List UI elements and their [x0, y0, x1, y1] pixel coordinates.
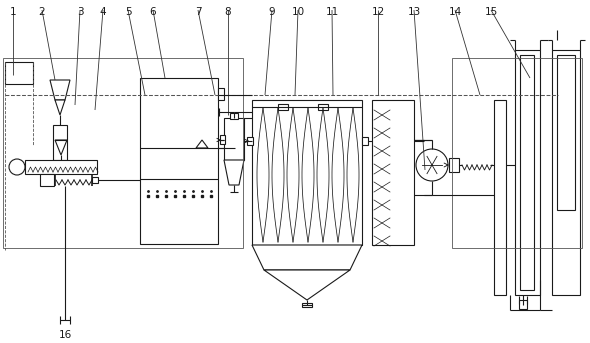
- Bar: [278, 104, 288, 110]
- Text: 1: 1: [9, 7, 17, 17]
- Bar: [5, 62, 33, 84]
- Text: 6: 6: [150, 7, 156, 17]
- Bar: [53, 125, 67, 160]
- Text: 15: 15: [484, 7, 497, 17]
- Polygon shape: [224, 160, 244, 185]
- Bar: [372, 100, 414, 245]
- Bar: [494, 100, 506, 295]
- Polygon shape: [252, 245, 362, 270]
- Bar: [252, 100, 362, 245]
- Text: 9: 9: [268, 7, 276, 17]
- Bar: [218, 88, 224, 100]
- Text: 16: 16: [58, 330, 71, 340]
- Bar: [520, 55, 534, 290]
- Polygon shape: [50, 80, 70, 100]
- Bar: [318, 104, 328, 110]
- Polygon shape: [55, 100, 65, 115]
- Text: 10: 10: [291, 7, 304, 17]
- Text: 8: 8: [225, 7, 231, 17]
- Polygon shape: [264, 270, 350, 300]
- Text: 4: 4: [100, 7, 106, 17]
- Text: 13: 13: [407, 7, 421, 17]
- Bar: [557, 55, 575, 210]
- Text: 3: 3: [77, 7, 83, 17]
- Bar: [247, 137, 253, 145]
- Bar: [220, 135, 225, 144]
- Bar: [452, 58, 582, 248]
- Bar: [3, 58, 243, 248]
- Bar: [519, 300, 527, 309]
- Bar: [40, 174, 54, 186]
- Bar: [230, 113, 238, 119]
- Text: 2: 2: [39, 7, 45, 17]
- Bar: [515, 50, 540, 295]
- Text: 12: 12: [371, 7, 385, 17]
- Bar: [224, 118, 244, 160]
- Bar: [302, 303, 312, 307]
- Bar: [92, 177, 98, 183]
- Text: 5: 5: [124, 7, 132, 17]
- Bar: [362, 137, 368, 145]
- Bar: [552, 50, 580, 295]
- Text: 7: 7: [195, 7, 201, 17]
- Circle shape: [9, 159, 25, 175]
- Circle shape: [416, 149, 448, 181]
- Text: 11: 11: [325, 7, 339, 17]
- Text: 14: 14: [448, 7, 461, 17]
- Bar: [449, 158, 459, 172]
- Bar: [25, 160, 97, 174]
- Bar: [140, 78, 218, 244]
